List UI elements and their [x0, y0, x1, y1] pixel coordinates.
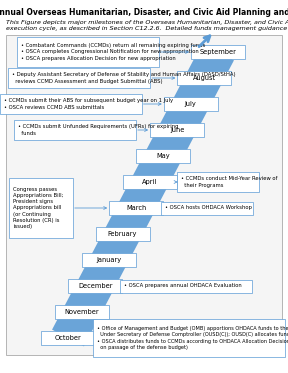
FancyBboxPatch shape: [161, 201, 253, 214]
Text: Congress passes
Appropriations Bill;
President signs
Appropriations bill
(or Con: Congress passes Appropriations Bill; Pre…: [13, 187, 63, 229]
Text: January: January: [96, 257, 122, 263]
FancyBboxPatch shape: [137, 149, 190, 163]
Text: November: November: [64, 309, 99, 315]
FancyBboxPatch shape: [120, 279, 252, 292]
Text: October: October: [55, 335, 82, 341]
FancyBboxPatch shape: [177, 172, 259, 192]
Text: April: April: [142, 179, 158, 185]
FancyBboxPatch shape: [177, 71, 231, 85]
FancyBboxPatch shape: [164, 97, 218, 111]
FancyBboxPatch shape: [41, 331, 95, 345]
Polygon shape: [52, 44, 234, 347]
Text: • Office of Management and Budget (OMB) apportions OHDACA funds to the Office of: • Office of Management and Budget (OMB) …: [97, 326, 288, 350]
Text: August: August: [193, 75, 216, 81]
FancyBboxPatch shape: [150, 123, 204, 137]
Text: February: February: [108, 231, 137, 237]
FancyBboxPatch shape: [68, 279, 122, 293]
Text: June: June: [170, 127, 184, 133]
Text: • CCMDs submit their ABS for subsequent budget year on 1 July
• OSCA reviews CCM: • CCMDs submit their ABS for subsequent …: [4, 98, 173, 110]
Text: Figure C12.F1. Annual Overseas Humanitarian, Disaster, and Civic Aid Planning an: Figure C12.F1. Annual Overseas Humanitar…: [0, 8, 288, 17]
FancyBboxPatch shape: [8, 68, 150, 88]
Text: May: May: [157, 153, 170, 159]
Text: • OSCA hosts OHDACA Workshop: • OSCA hosts OHDACA Workshop: [165, 206, 252, 210]
Text: • Combatant Commands (CCMDs) return all remaining expiring funds
• OSCA complete: • Combatant Commands (CCMDs) return all …: [21, 43, 205, 61]
Text: execution cycle, as described in Section C12.2.6.  Detailed funds management gui: execution cycle, as described in Section…: [6, 26, 288, 31]
Text: July: July: [185, 101, 197, 107]
Text: March: March: [126, 205, 146, 211]
FancyBboxPatch shape: [14, 120, 136, 140]
Text: • CCMDs submit Unfunded Requirements (UFRs) for expiring
  funds: • CCMDs submit Unfunded Requirements (UF…: [18, 125, 179, 136]
Text: This Figure depicts major milestones of the Overseas Humanitarian, Disaster, and: This Figure depicts major milestones of …: [6, 20, 288, 25]
FancyBboxPatch shape: [96, 227, 149, 241]
Text: • CCMDs conduct Mid-Year Review of
  their Programs: • CCMDs conduct Mid-Year Review of their…: [181, 176, 277, 188]
FancyBboxPatch shape: [6, 35, 282, 355]
Text: December: December: [78, 283, 113, 289]
FancyBboxPatch shape: [82, 253, 136, 267]
FancyBboxPatch shape: [123, 175, 177, 189]
FancyBboxPatch shape: [0, 94, 142, 114]
FancyBboxPatch shape: [191, 45, 245, 59]
Text: • Deputy Assistant Secretary of Defense of Stability and Human Affairs (DASD/StH: • Deputy Assistant Secretary of Defense …: [12, 72, 236, 84]
FancyBboxPatch shape: [17, 37, 159, 67]
FancyBboxPatch shape: [109, 201, 163, 215]
FancyBboxPatch shape: [93, 319, 285, 357]
Text: • OSCA prepares annual OHDACA Evaluation: • OSCA prepares annual OHDACA Evaluation: [124, 283, 242, 288]
FancyBboxPatch shape: [55, 305, 109, 319]
Text: September: September: [200, 49, 236, 55]
FancyBboxPatch shape: [9, 178, 73, 238]
